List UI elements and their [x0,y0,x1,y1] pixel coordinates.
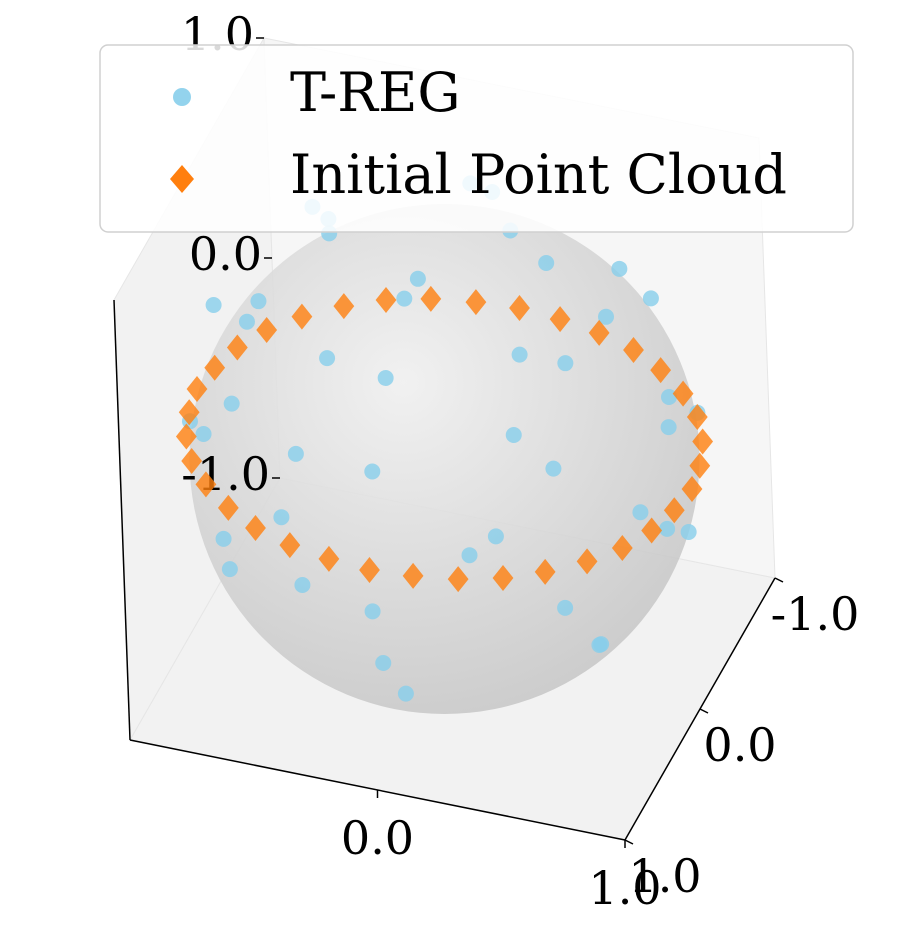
point [364,603,381,620]
x-tick-label: 0.0 [341,811,414,865]
x-tick-label: 1.0 [588,861,661,915]
point [680,524,697,540]
diamond-point [318,545,340,572]
point [661,389,677,405]
diamond-point [576,548,598,575]
point [598,308,614,325]
point [319,350,336,367]
diamond-point [420,285,442,312]
point [487,528,504,545]
legend-box [99,44,854,233]
diamond-point [686,404,708,430]
axes: 0.01.0-1.00.01.0-1.00.01.0 [113,7,860,915]
y-tick [699,708,709,714]
diamond-point [181,448,203,474]
point [250,293,267,310]
y-tick-label: 1.0 [628,849,701,903]
z-tick-label: 0.0 [189,227,262,281]
point [364,463,381,480]
point [545,460,562,477]
legend-marker [170,165,194,193]
point [396,290,413,307]
point [397,685,414,702]
diamond-point [178,399,200,426]
diamond-point [641,517,663,544]
point [557,599,574,616]
point [660,419,677,436]
point [294,577,311,593]
diamond-point [534,558,556,585]
point [461,547,478,564]
diamond-point [663,497,685,524]
point [205,297,222,313]
diamond-point [175,423,197,450]
point [195,426,212,442]
diamond-point [245,514,266,541]
point [632,504,649,521]
legend-marker [173,88,191,106]
diamond-point [672,380,694,407]
diamond-point [256,317,278,343]
y-tick [774,577,784,583]
diamond-point [195,471,217,498]
diamond-point [333,293,355,320]
z-axis-line [113,299,131,741]
diamond-point [359,557,380,583]
diamond-point [402,562,424,589]
diamond-point [689,452,711,479]
diamond-point [204,354,226,381]
sphere-surface [189,204,700,714]
point [538,255,555,271]
point [223,395,240,412]
diamond-point [692,428,714,455]
point [238,313,255,330]
diamond-point [186,376,208,402]
diamond-point [279,532,301,559]
point [287,445,304,462]
y-tick-label: 0.0 [703,718,776,772]
diamond-point [291,303,313,330]
diamond-point [492,564,514,591]
point [377,370,394,387]
point [215,530,232,547]
diamond-point [509,295,530,321]
point [221,561,238,578]
diamond-point [588,319,610,346]
diamond-point [549,306,571,333]
y-tick [624,839,634,845]
diamond-point [650,357,672,384]
point [511,346,528,363]
point [273,509,290,526]
point [557,355,574,372]
diamond-point [217,494,239,521]
point [505,427,522,444]
legend: T-REG Initial Point Cloud [99,44,854,233]
point [642,290,659,307]
legend-label: T-REG [290,61,461,124]
point [375,654,392,671]
diamond-point [226,334,248,361]
diamond-point [623,337,644,364]
diamond-point [465,289,487,316]
diamond-point [447,566,469,593]
point [409,270,426,287]
point [591,637,608,653]
diamond-point [611,535,633,561]
diamond-point [375,287,397,314]
marks [175,175,714,702]
legend-label: Initial Point Cloud [290,143,787,206]
point [659,520,676,537]
point [611,260,628,277]
y-tick-label: -1.0 [771,587,860,641]
diamond-point [681,476,703,502]
